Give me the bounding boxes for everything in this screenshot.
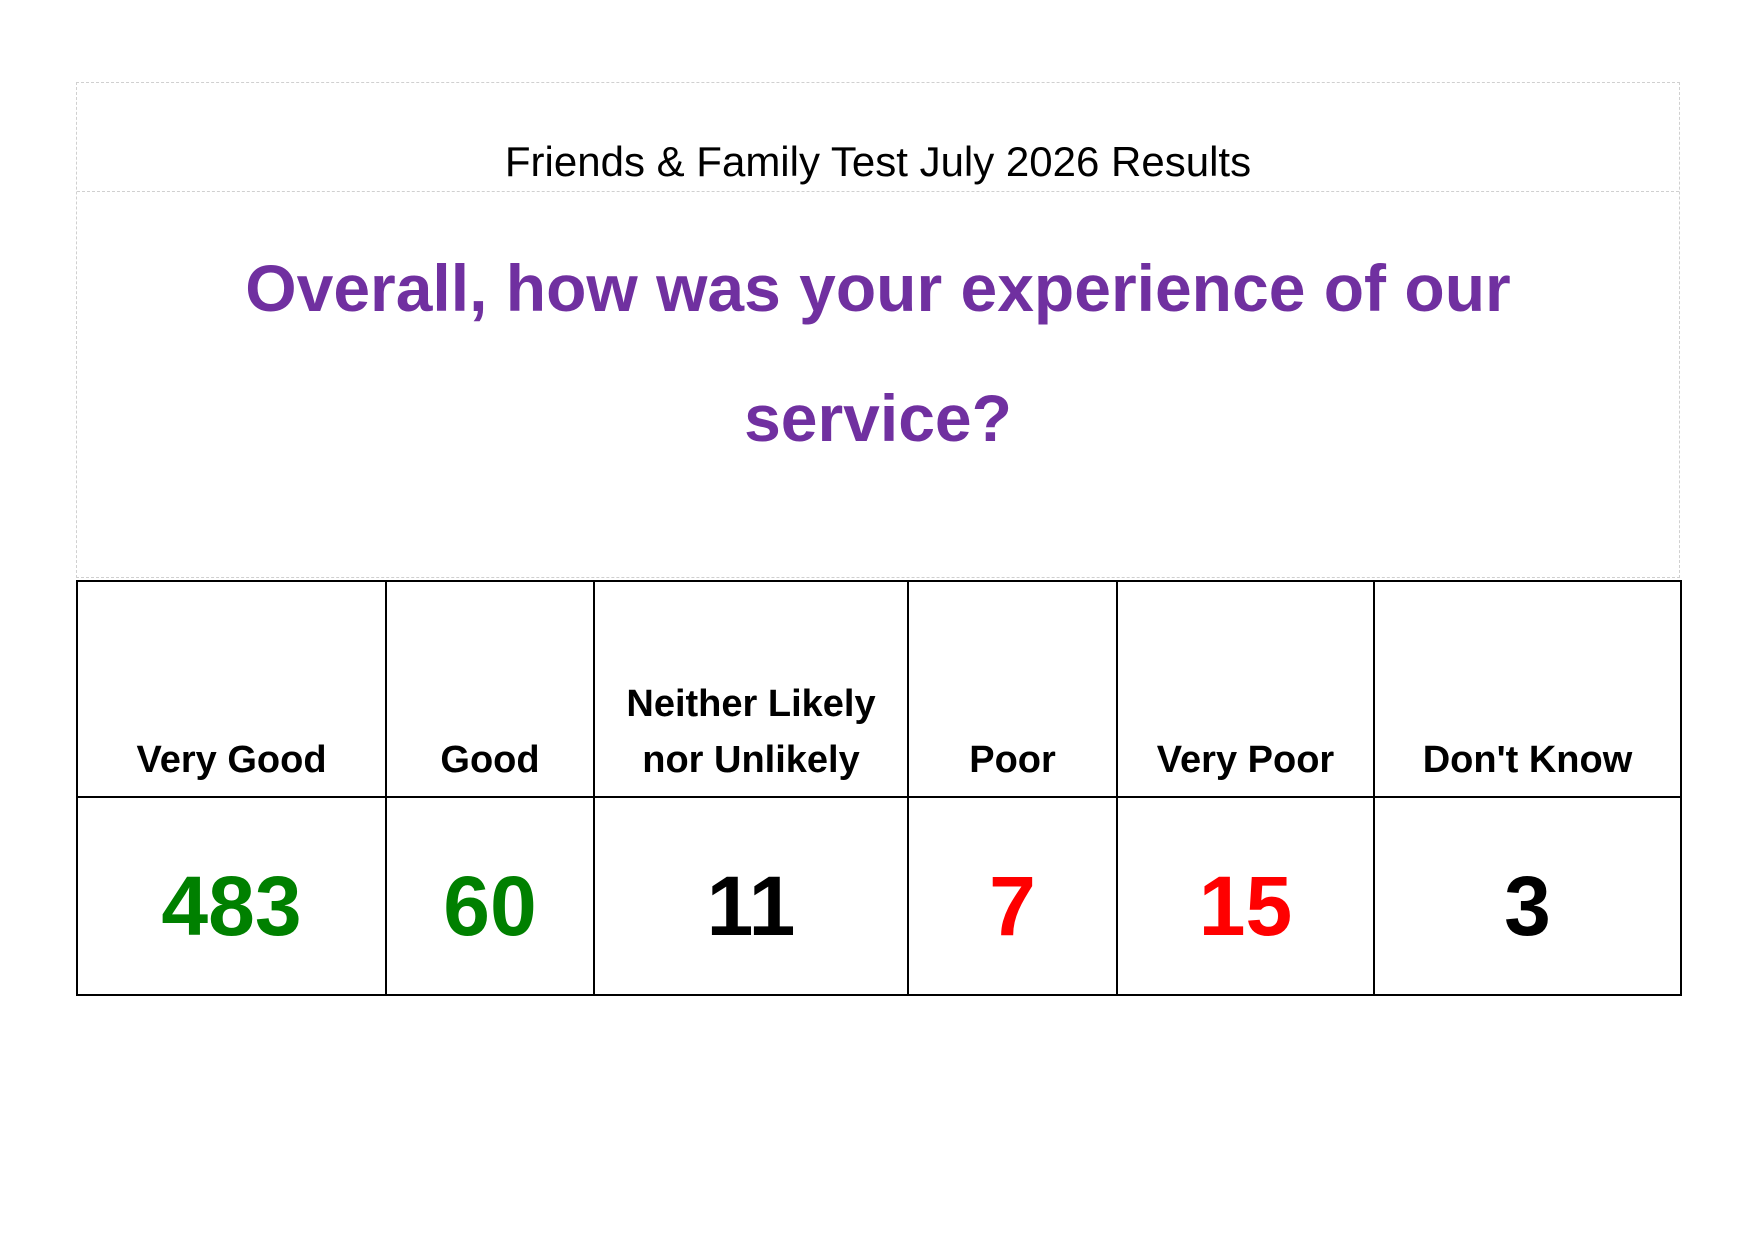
count-value: 7 [907,796,1118,996]
results-table: Very Good Good Neither Likely nor Unlikely… [76,580,1682,996]
header-frame: Friends & Family Test July 2026 Results … [76,82,1680,578]
count-value: 11 [593,796,909,996]
count-value: 15 [1116,796,1375,996]
column-label: Very Poor [1116,580,1375,798]
column-label: Poor [907,580,1118,798]
question: Overall, how was your experience of our … [245,251,1511,455]
value-row: 483 60 11 7 15 3 [76,796,1682,996]
count-value: 483 [76,796,387,996]
count-value: 60 [385,796,595,996]
column-label: Very Good [76,580,387,798]
column-label: Neither Likely nor Unlikely [593,580,909,798]
count-value: 3 [1373,796,1682,996]
header-row: Very Good Good Neither Likely nor Unlikely… [76,580,1682,798]
title: Friends & Family Test July 2026 Results [77,133,1679,192]
column-label: Don't Know [1373,580,1682,798]
column-label: Good [385,580,595,798]
